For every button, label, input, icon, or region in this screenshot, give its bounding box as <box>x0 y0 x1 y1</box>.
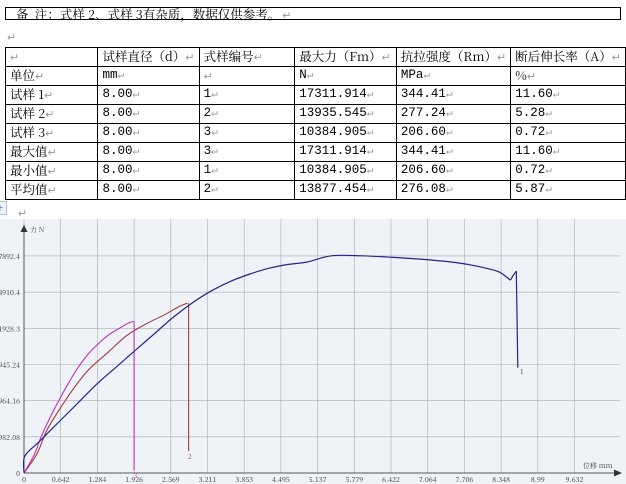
svg-text:0: 0 <box>16 469 20 479</box>
svg-text:2.569: 2.569 <box>162 475 180 484</box>
svg-text:7.064: 7.064 <box>419 475 437 484</box>
svg-text:4.495: 4.495 <box>272 475 290 484</box>
svg-text:3: 3 <box>134 471 138 480</box>
svg-text:17892.4: 17892.4 <box>0 252 20 262</box>
svg-text:9.632: 9.632 <box>566 475 584 484</box>
svg-text:1: 1 <box>520 367 524 376</box>
svg-text:6.422: 6.422 <box>382 475 400 484</box>
svg-text:2982.08: 2982.08 <box>0 433 20 443</box>
svg-text:8.348: 8.348 <box>492 475 510 484</box>
svg-text:2: 2 <box>188 452 192 461</box>
svg-text:8.99: 8.99 <box>531 475 545 484</box>
svg-text:3.211: 3.211 <box>199 475 217 484</box>
svg-text:7.706: 7.706 <box>456 475 474 484</box>
svg-text:0: 0 <box>22 475 26 484</box>
svg-text:力 N: 力 N <box>30 225 45 235</box>
svg-text:5964.16: 5964.16 <box>0 397 20 407</box>
svg-text:1.284: 1.284 <box>89 475 107 484</box>
svg-text:14910.4: 14910.4 <box>0 288 20 298</box>
svg-text:8945.24: 8945.24 <box>0 361 20 371</box>
svg-text:11928.3: 11928.3 <box>0 324 20 334</box>
svg-text:5.779: 5.779 <box>345 475 363 484</box>
svg-text:0.642: 0.642 <box>52 475 70 484</box>
svg-text:3.853: 3.853 <box>235 475 253 484</box>
svg-text:位移 mm: 位移 mm <box>583 461 613 471</box>
svg-text:5.137: 5.137 <box>309 475 327 484</box>
